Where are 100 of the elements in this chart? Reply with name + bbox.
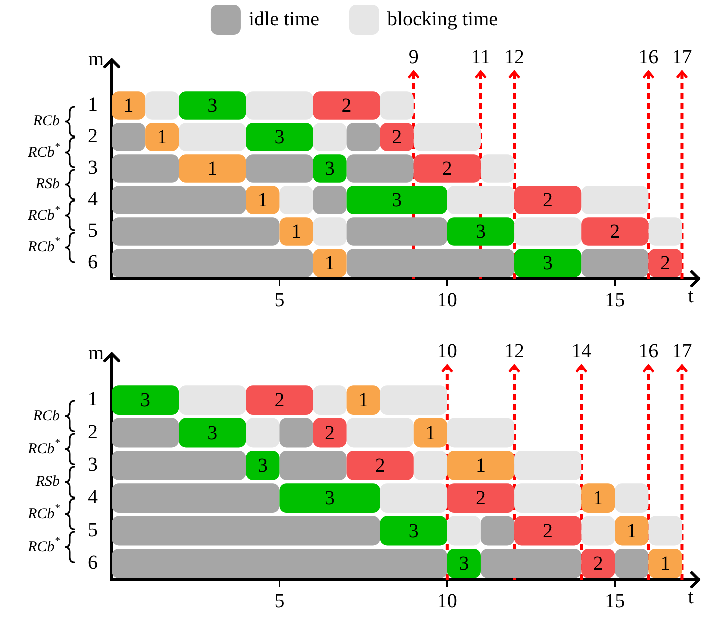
- bar: [246, 92, 314, 120]
- annotation: 2: [342, 95, 352, 117]
- bar: [112, 450, 246, 480]
- annotation: 2: [325, 422, 336, 444]
- bar: [280, 450, 347, 480]
- bar: [313, 249, 347, 278]
- bar: [346, 450, 414, 480]
- bar: [447, 186, 515, 214]
- y-axis-title: m: [88, 342, 104, 364]
- legend-label: idle time: [248, 8, 320, 30]
- text: RCb*: [27, 236, 61, 256]
- bar: [146, 92, 180, 120]
- annotation: 1: [124, 95, 134, 117]
- bar: [112, 484, 280, 514]
- y-tick-label: 3: [88, 454, 98, 476]
- text: RCb: [32, 113, 60, 130]
- bar: [447, 418, 515, 448]
- y-tick-label: 6: [88, 252, 98, 274]
- x-tick-label: 5: [274, 590, 285, 612]
- bar: [615, 484, 649, 514]
- bar: [447, 548, 481, 578]
- bar: [179, 123, 246, 152]
- bar: [313, 92, 380, 120]
- annotation: 3: [476, 221, 486, 243]
- ref-line-label: 17: [672, 340, 692, 362]
- bar: [380, 516, 448, 546]
- bar: [313, 186, 347, 214]
- bar: [380, 386, 448, 416]
- x-tick-label: 15: [605, 590, 626, 612]
- bar: [179, 92, 246, 120]
- annotation: 1: [626, 520, 637, 542]
- bar: [112, 123, 146, 152]
- bar: [648, 218, 682, 246]
- x-tick-label: 10: [437, 289, 458, 312]
- text: RCb*: [27, 503, 61, 523]
- bar: [480, 516, 515, 546]
- bar: [313, 123, 347, 152]
- bar: [246, 450, 280, 480]
- annotation: 2: [610, 221, 620, 243]
- text: RCb: [32, 408, 60, 425]
- annotation: 2: [274, 390, 285, 412]
- bar: [112, 386, 180, 416]
- annotation: 3: [459, 552, 470, 575]
- annotation: 3: [543, 252, 554, 274]
- x-tick-label: 5: [274, 289, 285, 312]
- y-tick-label: 2: [88, 126, 98, 148]
- bar: [582, 218, 649, 246]
- x-tick-label: 15: [605, 289, 626, 312]
- annotation: 3: [208, 95, 218, 117]
- ref-line-label: 16: [638, 46, 659, 68]
- bar: [380, 123, 414, 152]
- ref-line-label: 17: [672, 46, 692, 68]
- bar: [346, 249, 515, 278]
- y-tick-label: 1: [88, 388, 98, 411]
- bar: [615, 548, 649, 578]
- bar: [246, 154, 314, 183]
- annotation: 1: [593, 488, 604, 510]
- text: RSb: [34, 176, 60, 192]
- y-tick-label: 1: [88, 94, 98, 116]
- bar: [480, 154, 515, 183]
- bar: [280, 484, 380, 514]
- bar: [380, 484, 448, 514]
- bar: [313, 386, 347, 416]
- bar: [112, 218, 280, 246]
- bar: [346, 154, 414, 183]
- bar: [346, 418, 414, 448]
- annotation: 1: [660, 552, 670, 575]
- bar: [514, 450, 582, 480]
- y-tick-label: 2: [88, 421, 98, 444]
- annotation: 1: [358, 390, 369, 412]
- bar: [246, 386, 314, 416]
- y-tick-label: 4: [88, 486, 98, 509]
- x-axis-title: t: [688, 586, 694, 608]
- bar: [414, 123, 481, 152]
- annotation: 1: [426, 422, 436, 444]
- annotation: 3: [392, 190, 402, 212]
- ref-line-label: 12: [504, 46, 525, 68]
- annotation: 3: [325, 158, 336, 180]
- bar: [280, 418, 314, 448]
- bar: [146, 123, 180, 152]
- bar: [246, 418, 280, 448]
- bar: [447, 484, 515, 514]
- y-tick-label: 4: [88, 188, 98, 210]
- bar: [246, 123, 314, 152]
- annotation: 1: [476, 454, 486, 477]
- legend-label: blocking time: [388, 8, 498, 30]
- annotation: 2: [476, 488, 486, 510]
- bar: [346, 218, 448, 246]
- annotation: 3: [258, 454, 268, 477]
- bar: [582, 516, 616, 546]
- bar: [582, 249, 649, 278]
- bar: [648, 249, 682, 278]
- annotation: 2: [543, 520, 554, 542]
- annotation: 2: [593, 552, 604, 575]
- bar: [648, 516, 682, 546]
- text: RSb: [34, 474, 60, 490]
- annotation: 1: [258, 190, 268, 212]
- bar: [514, 186, 582, 214]
- bar: [346, 123, 380, 152]
- bar: [179, 386, 246, 416]
